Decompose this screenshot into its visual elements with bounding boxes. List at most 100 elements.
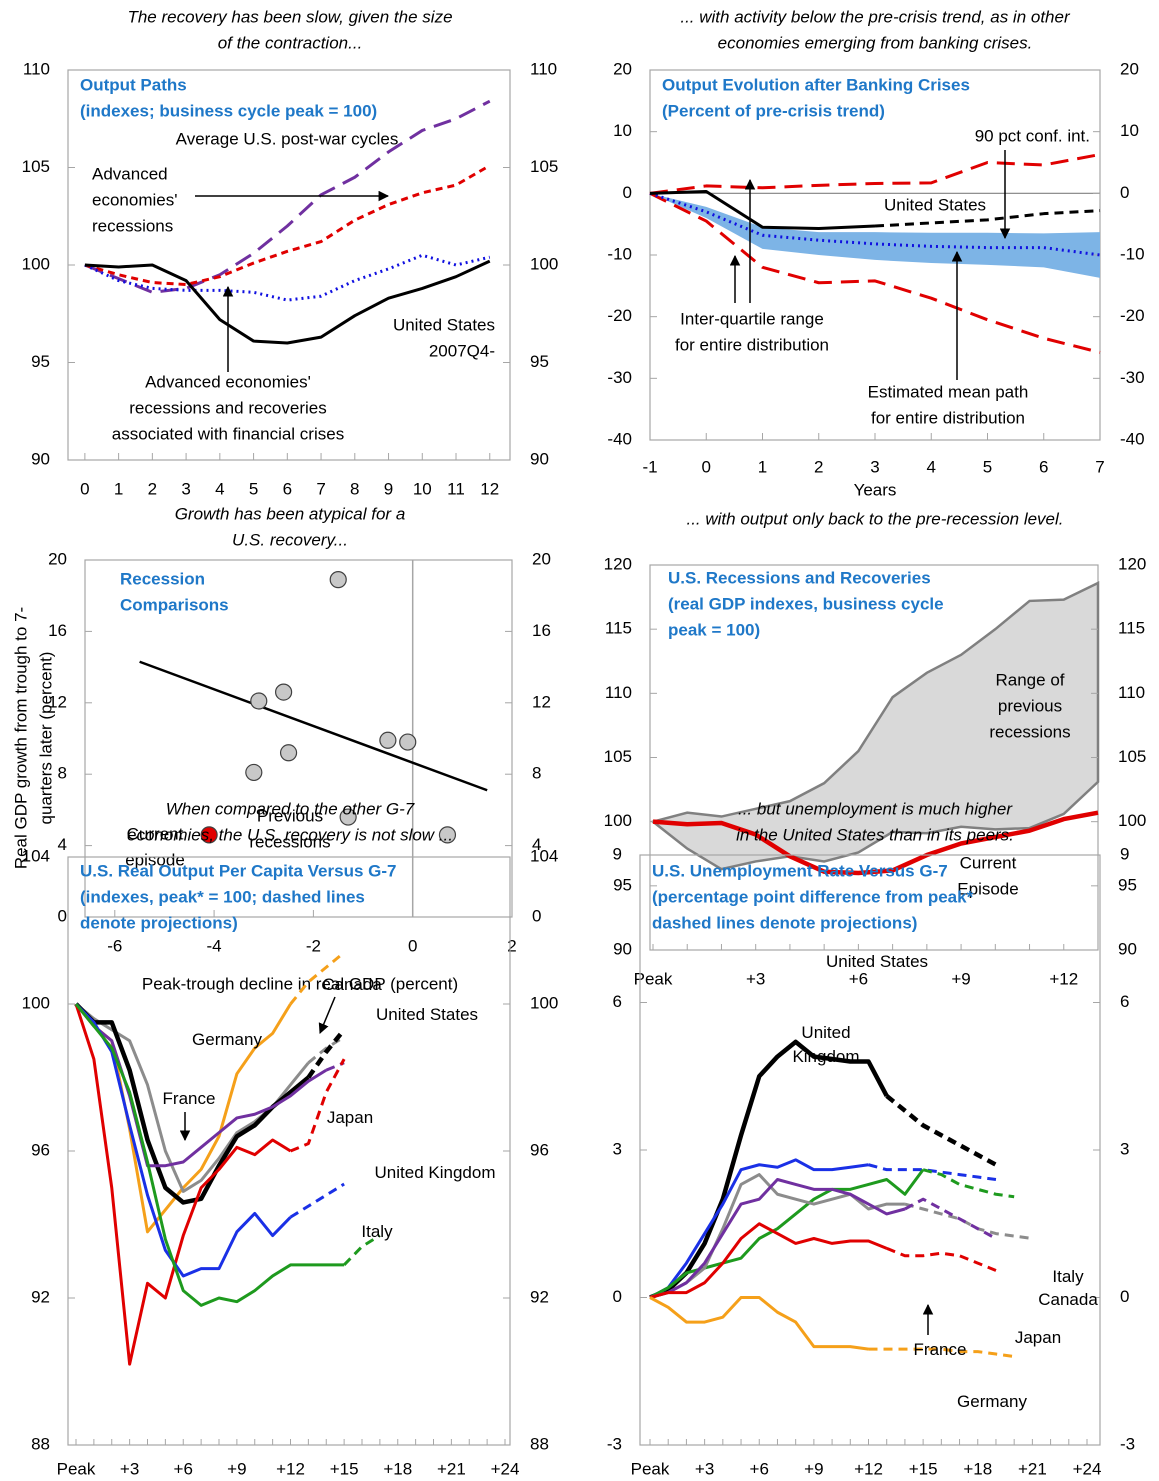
range-band <box>650 193 1100 278</box>
x-tick-label: 1 <box>758 457 767 476</box>
subtitle: in the United States than in its peers. <box>736 825 1014 844</box>
y2-tick-label: 0 <box>1120 1287 1129 1306</box>
x-tick-label: Peak <box>57 1459 96 1478</box>
annotation: Current <box>960 853 1017 872</box>
panel-title: U.S. Unemployment Rate Versus G-7 <box>652 861 948 880</box>
x-axis-label: Years <box>854 480 897 499</box>
y-tick-label: 110 <box>605 683 632 702</box>
scatter-point <box>200 826 218 844</box>
projection-line <box>868 1163 997 1181</box>
y2-tick-label: 104 <box>530 846 558 865</box>
y2-tick-label: 6 <box>1120 992 1129 1011</box>
y2-tick-label: 92 <box>530 1287 549 1306</box>
y-tick-label: 120 <box>604 554 632 573</box>
y2-tick-label: 95 <box>1118 875 1137 894</box>
y2-tick-label: 88 <box>530 1434 549 1453</box>
x-tick-label: +21 <box>1018 1459 1047 1478</box>
panel-title: (percentage point difference from peak* <box>652 887 974 906</box>
scatter-point <box>329 571 347 589</box>
subtitle: ... with activity below the pre-crisis t… <box>680 7 1071 26</box>
x-tick-label: 2 <box>507 936 516 955</box>
x-tick-label: +21 <box>437 1459 466 1478</box>
x-tick-label: +3 <box>120 1459 139 1478</box>
series-line <box>649 1039 889 1300</box>
annotation: Range of <box>996 670 1065 689</box>
y-tick-label: -40 <box>607 429 632 448</box>
x-tick-label: +6 <box>174 1459 193 1478</box>
projection-line <box>886 1246 997 1272</box>
arrow <box>318 996 336 1034</box>
annotation: recessions <box>92 216 173 235</box>
y-tick-label: 20 <box>613 59 632 78</box>
y-tick-label: 0 <box>623 183 632 202</box>
subtitle: U.S. recovery... <box>232 530 348 549</box>
annotation: United States <box>884 195 986 214</box>
y2-tick-label: 0 <box>1120 183 1129 202</box>
y-tick-label: 0 <box>613 1287 622 1306</box>
series-line <box>649 1178 906 1299</box>
subtitle: When compared to the other G-7 <box>166 799 415 818</box>
y2-tick-label: 16 <box>532 621 551 640</box>
series-line <box>649 153 1101 195</box>
x-tick-label: -1 <box>642 457 657 476</box>
panel-title: U.S. Recessions and Recoveries <box>668 568 931 587</box>
x-tick-label: +9 <box>227 1459 246 1478</box>
x-tick-label: +9 <box>951 969 970 988</box>
series-line <box>652 810 1099 876</box>
series-line <box>84 259 491 345</box>
x-tick-label: 0 <box>408 936 417 955</box>
y-tick-label: 90 <box>31 449 50 468</box>
x-tick-label: 11 <box>447 479 465 498</box>
y2-tick-label: 12 <box>532 692 551 711</box>
panel-title: dashed lines denote projections) <box>652 913 917 932</box>
y-axis-label: Real GDP growth from trough to 7- <box>11 607 30 869</box>
x-tick-label: +12 <box>276 1459 305 1478</box>
y2-tick-label: 20 <box>532 549 551 568</box>
panel-title: U.S. Real Output Per Capita Versus G-7 <box>80 861 396 880</box>
x-tick-label: 3 <box>181 479 190 498</box>
series-label: Germany <box>192 1030 262 1049</box>
subtitle: of the contraction... <box>218 33 363 52</box>
series-line <box>84 253 491 302</box>
series-label: Canada <box>322 975 382 994</box>
panel-title: denote projections) <box>80 913 238 932</box>
annotation: Advanced <box>92 164 168 183</box>
y-tick-label: 16 <box>48 621 67 640</box>
projection-line <box>922 1168 1015 1199</box>
y2-tick-label: 10 <box>1120 121 1139 140</box>
series-label: France <box>913 1340 967 1359</box>
y-tick-label: 9 <box>613 844 622 863</box>
y-tick-label: 20 <box>48 549 67 568</box>
y-tick-label: 12 <box>48 692 67 711</box>
x-tick-label: 6 <box>1039 457 1048 476</box>
y-tick-label: 88 <box>31 1434 50 1453</box>
x-tick-label: 6 <box>283 479 292 498</box>
y-tick-label: 115 <box>605 619 632 638</box>
annotation: recessions and recoveries <box>129 398 326 417</box>
y-tick-label: 0 <box>58 906 67 925</box>
scatter-point <box>250 692 268 710</box>
series-line <box>649 1168 925 1299</box>
x-tick-label: 0 <box>80 479 89 498</box>
y2-tick-label: 100 <box>530 993 558 1012</box>
x-tick-label: Peak <box>634 969 673 988</box>
y-tick-label: 105 <box>604 747 632 766</box>
y2-tick-label: 120 <box>1118 554 1146 573</box>
annotation: previous <box>998 696 1062 715</box>
annotation: United States <box>393 315 495 334</box>
y-tick-label: -10 <box>607 244 632 263</box>
x-tick-label: 3 <box>870 457 879 476</box>
annotation: for entire distribution <box>871 408 1025 427</box>
x-tick-label: +3 <box>695 1459 714 1478</box>
y-tick-label: -30 <box>607 368 632 387</box>
series-label: Japan <box>326 1108 374 1127</box>
y2-tick-label: 4 <box>532 835 541 854</box>
y-tick-label: 6 <box>613 992 622 1011</box>
plot-frame <box>84 559 513 918</box>
series-line <box>649 189 876 230</box>
x-tick-label: +12 <box>854 1459 883 1478</box>
x-tick-label: 5 <box>983 457 992 476</box>
x-tick-label: +6 <box>750 1459 769 1478</box>
x-tick-label: +12 <box>1049 969 1078 988</box>
annotation: for entire distribution <box>675 335 829 354</box>
